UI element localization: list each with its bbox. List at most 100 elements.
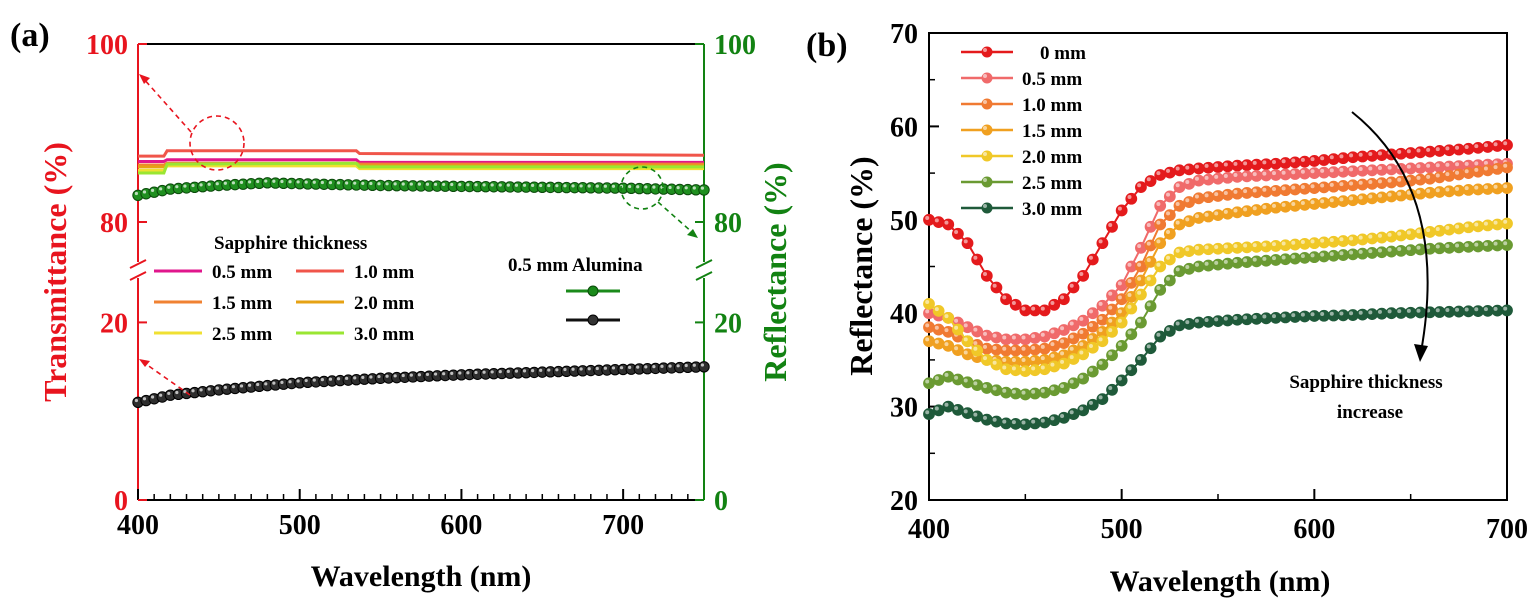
data-point-highlight bbox=[466, 371, 470, 375]
data-point-highlight bbox=[1320, 238, 1325, 243]
x-tick-label: 500 bbox=[279, 510, 321, 541]
data-point bbox=[1144, 274, 1157, 287]
legend-label: 3.0 mm bbox=[1022, 199, 1082, 220]
data-point-highlight bbox=[450, 182, 454, 187]
data-point bbox=[1154, 330, 1167, 343]
data-point-highlight bbox=[522, 369, 527, 373]
data-point-highlight bbox=[1320, 168, 1325, 173]
x-tick-label: 500 bbox=[1101, 514, 1143, 545]
legend-label: 2.0 mm bbox=[1022, 147, 1082, 168]
data-point-highlight bbox=[587, 184, 591, 188]
data-point bbox=[990, 331, 1003, 344]
data-point-highlight bbox=[1050, 386, 1055, 391]
data-point-highlight bbox=[1503, 241, 1508, 246]
data-point-highlight bbox=[1185, 247, 1190, 252]
data-point-highlight bbox=[571, 184, 575, 188]
data-point-highlight bbox=[1194, 318, 1199, 323]
data-point bbox=[1077, 372, 1090, 385]
data-point-highlight bbox=[1281, 159, 1286, 164]
data-point bbox=[1038, 386, 1051, 399]
data-point-highlight bbox=[1349, 196, 1354, 201]
data-point-highlight bbox=[1194, 164, 1199, 169]
data-point-highlight bbox=[1243, 172, 1248, 177]
data-point-highlight bbox=[555, 368, 559, 372]
data-point-highlight bbox=[296, 379, 300, 383]
data-point-highlight bbox=[700, 363, 705, 367]
data-point bbox=[1038, 416, 1051, 429]
data-point-highlight bbox=[1127, 293, 1132, 298]
data-point-highlight bbox=[167, 185, 171, 189]
data-point bbox=[1221, 188, 1234, 201]
data-point-highlight bbox=[1069, 355, 1074, 360]
data-point-highlight bbox=[1243, 315, 1248, 320]
data-point bbox=[923, 335, 935, 348]
data-point-highlight bbox=[555, 184, 559, 188]
data-point bbox=[1125, 290, 1138, 303]
annotation-line-2: increase bbox=[1337, 402, 1403, 423]
data-point-highlight bbox=[1040, 344, 1045, 349]
data-point-highlight bbox=[1079, 342, 1084, 347]
data-point-highlight bbox=[1021, 346, 1026, 351]
x-tick-label: 600 bbox=[1293, 514, 1335, 545]
transmittance-arrow-low bbox=[142, 361, 191, 396]
data-point-highlight bbox=[522, 183, 527, 187]
data-point-highlight bbox=[1233, 173, 1238, 178]
reflectance-arrow bbox=[657, 201, 694, 234]
data-point-highlight bbox=[954, 346, 959, 351]
data-point-highlight bbox=[1175, 201, 1180, 206]
data-point-highlight bbox=[1377, 179, 1382, 184]
left-axis-break-icon bbox=[129, 259, 147, 281]
data-point-highlight bbox=[1108, 351, 1113, 356]
data-point-highlight bbox=[417, 182, 421, 186]
data-point-highlight bbox=[1223, 191, 1228, 196]
data-point-highlight bbox=[353, 181, 357, 185]
thickness-trend-arrow bbox=[1351, 111, 1429, 353]
data-point-highlight bbox=[963, 378, 968, 383]
data-point-highlight bbox=[1117, 295, 1122, 300]
legend-label: 2.5 mm bbox=[212, 324, 272, 345]
data-point bbox=[1077, 404, 1090, 417]
data-point-highlight bbox=[1166, 327, 1171, 332]
legend-marker bbox=[981, 176, 993, 188]
data-point bbox=[1086, 365, 1099, 378]
reflectance-highlight-circle bbox=[620, 166, 664, 210]
data-point-highlight bbox=[442, 372, 446, 376]
data-point bbox=[1491, 162, 1504, 175]
data-point-highlight bbox=[1204, 193, 1209, 198]
data-point-highlight bbox=[1021, 357, 1026, 362]
data-point-highlight bbox=[1329, 237, 1334, 242]
data-point bbox=[932, 337, 945, 350]
data-point-highlight bbox=[1483, 160, 1488, 165]
data-point-highlight bbox=[134, 191, 138, 196]
data-point-highlight bbox=[1108, 385, 1113, 390]
legend-title-alumina: 0.5 mm Alumina bbox=[508, 255, 643, 276]
left-y-tick-label: 20 bbox=[100, 308, 128, 339]
data-point-highlight bbox=[1455, 162, 1460, 167]
data-point-highlight bbox=[1088, 255, 1093, 260]
legend-title: Sapphire thickness bbox=[214, 233, 367, 254]
series-markers bbox=[923, 239, 1513, 401]
data-point-highlight bbox=[1166, 255, 1171, 260]
data-point bbox=[1000, 293, 1012, 306]
legend-marker bbox=[981, 202, 993, 214]
data-point-highlight bbox=[1031, 357, 1036, 362]
data-point-highlight bbox=[579, 184, 583, 188]
data-point-highlight bbox=[1002, 335, 1007, 340]
data-point-highlight bbox=[1185, 198, 1190, 203]
data-point-highlight bbox=[925, 323, 930, 328]
data-point-highlight bbox=[1397, 177, 1402, 182]
data-point-highlight bbox=[1127, 304, 1132, 309]
x-tick-label: 400 bbox=[117, 510, 159, 541]
data-point-highlight bbox=[1377, 309, 1382, 314]
data-point-highlight bbox=[1262, 242, 1267, 247]
data-point-highlight bbox=[369, 181, 373, 186]
data-point bbox=[942, 311, 955, 324]
data-point-highlight bbox=[603, 184, 607, 188]
panel-b-y-ticks: 20 30 40 50 60 70 bbox=[890, 19, 939, 517]
legend-marker-highlight bbox=[983, 204, 987, 208]
data-point-highlight bbox=[183, 184, 187, 188]
data-point-highlight bbox=[1137, 318, 1142, 323]
data-point-highlight bbox=[992, 360, 997, 365]
data-point-highlight bbox=[1503, 163, 1508, 168]
data-point-highlight bbox=[1204, 261, 1209, 266]
